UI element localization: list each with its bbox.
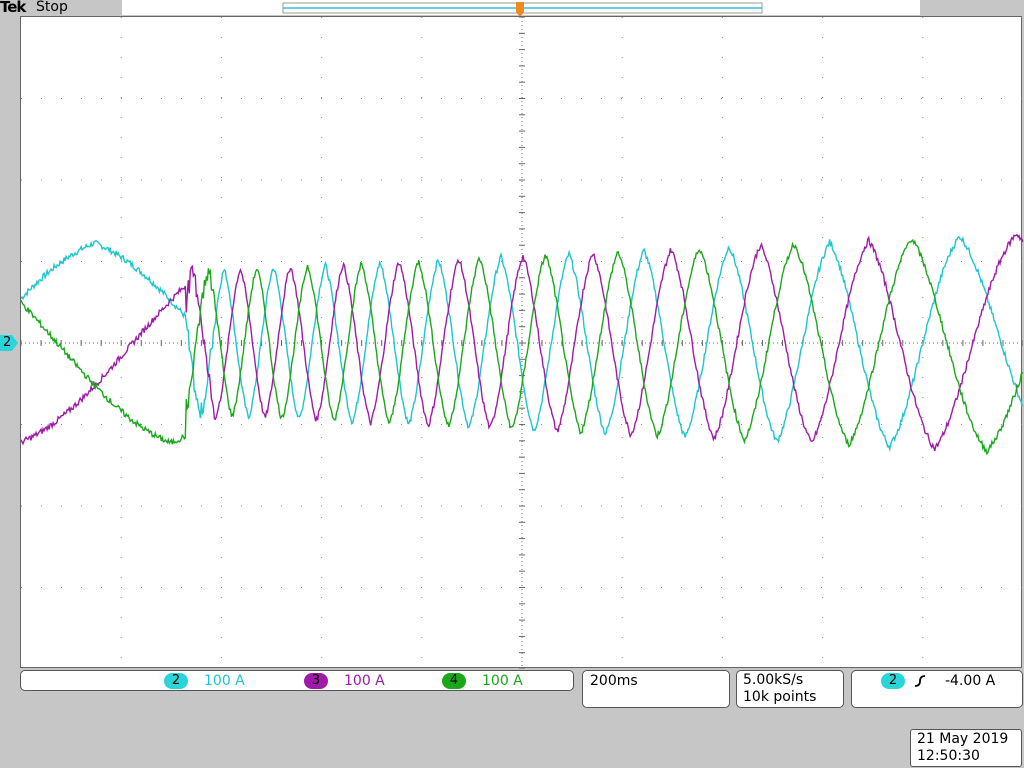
channel-4-scale: 100 A xyxy=(482,673,523,689)
channel-2-badge[interactable]: 2 xyxy=(164,673,188,689)
timebase-value: 200ms xyxy=(590,673,638,689)
datetime-panel: 21 May 2019 12:50:30 xyxy=(910,729,1022,767)
date-text: 21 May 2019 xyxy=(917,731,1009,747)
acquisition-panel[interactable]: 5.00kS/s 10k points xyxy=(736,670,844,708)
channel-4-trace xyxy=(21,238,1023,456)
channel-3-badge[interactable]: 3 xyxy=(304,673,328,689)
record-length: 10k points xyxy=(743,689,817,705)
channel-ground-marker-label: 2 xyxy=(3,335,12,350)
top-status-bar: Tek Stop xyxy=(0,0,1024,17)
channel-4-badge[interactable]: 4 xyxy=(442,673,466,689)
waveform-display[interactable] xyxy=(20,16,1023,669)
channel-2-scale: 100 A xyxy=(204,673,245,689)
channel-3-trace xyxy=(21,233,1023,452)
acquisition-status: Stop xyxy=(36,0,68,15)
trigger-source-badge: 2 xyxy=(881,673,905,689)
channel-scale-panel[interactable]: 2 100 A 3 100 A 4 100 A xyxy=(20,670,574,691)
channel-ground-marker[interactable]: 2 xyxy=(0,335,18,351)
rising-edge-icon xyxy=(914,675,926,687)
trigger-position-icon xyxy=(516,2,524,17)
channel-3-scale: 100 A xyxy=(344,673,385,689)
time-text: 12:50:30 xyxy=(917,748,980,764)
sample-rate: 5.00kS/s xyxy=(743,672,804,688)
channel-2-trace xyxy=(21,235,1023,452)
record-view-bar[interactable] xyxy=(122,0,920,17)
trigger-level: -4.00 A xyxy=(945,673,996,689)
timebase-panel[interactable]: 200ms xyxy=(582,670,730,708)
waveform-plot xyxy=(21,17,1023,669)
trigger-panel[interactable]: 2 -4.00 A xyxy=(851,670,1023,708)
brand-logo: Tek xyxy=(0,0,26,16)
